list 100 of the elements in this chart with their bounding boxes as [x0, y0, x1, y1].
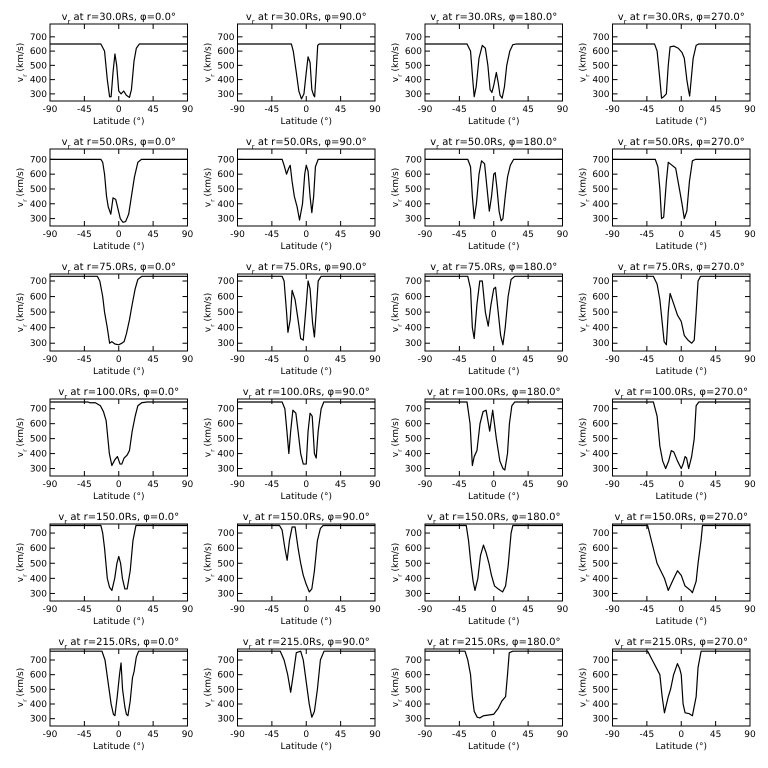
x-tick-label: 0 [303, 605, 310, 615]
x-tick-label: 90 [369, 605, 381, 615]
y-tick-label: 500 [217, 559, 235, 570]
x-tick-label: -45 [640, 605, 654, 615]
x-tick-label: 90 [182, 355, 194, 365]
y-tick-label: 400 [404, 450, 422, 460]
y-tick-label: 500 [30, 308, 48, 318]
x-tick-label: -90 [418, 355, 433, 365]
x-tick-label: 90 [744, 480, 756, 490]
x-tick-label: -90 [42, 105, 58, 115]
x-tick-label: 90 [556, 230, 568, 240]
x-tick-label: 45 [522, 480, 534, 490]
y-tick-label: 700 [30, 32, 48, 43]
y-tick-label: 400 [30, 700, 48, 710]
x-axis-title: Latitude (°) [93, 492, 144, 502]
x-tick-label: 45 [522, 730, 534, 740]
x-tick-label: -45 [640, 730, 654, 740]
x-tick-label: -45 [264, 605, 280, 615]
y-tick-label: 500 [404, 308, 422, 318]
y-tick-label: 300 [217, 714, 235, 725]
x-tick-label: -45 [77, 355, 92, 365]
y-tick-label: 500 [30, 559, 48, 570]
x-tick-label: 45 [522, 355, 534, 365]
x-tick-label: -90 [42, 355, 58, 365]
x-axis-title: Latitude (°) [280, 492, 332, 502]
x-axis-title: Latitude (°) [93, 742, 144, 752]
x-axis-title: Latitude (°) [280, 742, 332, 752]
y-tick-label: 300 [592, 714, 610, 725]
x-tick-label: -90 [230, 480, 246, 490]
x-axis-title: Latitude (°) [280, 617, 332, 627]
x-tick-label: 45 [710, 730, 722, 740]
y-tick-label: 600 [404, 420, 422, 430]
y-tick-label: 600 [217, 292, 235, 303]
x-tick-label: -90 [42, 230, 58, 240]
y-tick-label: 700 [217, 32, 235, 43]
y-tick-label: 700 [592, 155, 610, 166]
x-tick-label: -45 [452, 730, 467, 740]
y-tick-label: 300 [30, 339, 48, 350]
x-tick-label: 0 [303, 105, 310, 115]
x-tick-label: -45 [264, 480, 280, 490]
y-tick-label: 300 [592, 90, 610, 100]
x-tick-label: -90 [230, 605, 246, 615]
x-tick-label: -90 [230, 355, 246, 365]
y-tick-label: 300 [217, 90, 235, 100]
y-tick-label: 400 [592, 574, 610, 584]
x-tick-label: -90 [418, 605, 433, 615]
y-tick-label: 300 [217, 214, 235, 225]
x-tick-label: 45 [334, 355, 346, 365]
y-tick-label: 400 [592, 450, 610, 460]
y-tick-label: 700 [404, 32, 422, 43]
x-axis-title: Latitude (°) [656, 742, 707, 752]
y-tick-label: 700 [30, 529, 48, 540]
x-tick-label: 90 [182, 105, 194, 115]
x-tick-label: 45 [710, 230, 722, 240]
y-tick-label: 500 [217, 61, 235, 72]
x-tick-label: -90 [42, 605, 58, 615]
x-tick-label: 45 [147, 605, 159, 615]
x-tick-label: -45 [77, 730, 92, 740]
y-tick-label: 700 [217, 404, 235, 415]
y-tick-label: 600 [217, 544, 235, 554]
x-tick-label: 0 [303, 480, 310, 490]
x-tick-label: 0 [116, 105, 122, 115]
y-tick-label: 300 [217, 464, 235, 475]
x-tick-label: 90 [744, 730, 756, 740]
y-tick-label: 700 [592, 277, 610, 287]
y-tick-label: 700 [217, 656, 235, 666]
x-tick-label: 90 [556, 355, 568, 365]
x-tick-label: -90 [418, 105, 433, 115]
x-tick-label: -45 [452, 105, 467, 115]
y-tick-label: 300 [30, 714, 48, 725]
y-tick-label: 600 [30, 670, 48, 681]
y-tick-label: 400 [404, 76, 422, 86]
x-tick-label: -45 [640, 105, 654, 115]
x-axis-title: Latitude (°) [656, 492, 707, 502]
x-tick-label: 0 [490, 605, 497, 615]
x-axis-title: Latitude (°) [468, 367, 520, 377]
x-tick-label: -90 [230, 230, 246, 240]
x-tick-label: 90 [369, 480, 381, 490]
x-tick-label: 45 [334, 105, 346, 115]
x-tick-label: -90 [230, 730, 246, 740]
y-tick-label: 700 [217, 529, 235, 540]
x-tick-label: -45 [640, 230, 654, 240]
y-tick-label: 500 [404, 559, 422, 570]
x-axis-title: Latitude (°) [656, 242, 707, 252]
x-tick-label: 45 [334, 480, 346, 490]
x-tick-label: -90 [605, 480, 620, 490]
y-tick-label: 700 [404, 529, 422, 540]
x-tick-label: -45 [264, 105, 280, 115]
y-tick-label: 500 [30, 434, 48, 445]
y-tick-label: 500 [404, 685, 422, 696]
y-tick-label: 400 [404, 200, 422, 210]
x-tick-label: 45 [147, 730, 159, 740]
x-tick-label: -45 [452, 605, 467, 615]
y-tick-label: 600 [592, 670, 610, 681]
x-tick-label: 0 [116, 355, 122, 365]
x-axis-title: Latitude (°) [93, 117, 144, 127]
x-tick-label: 0 [678, 355, 684, 365]
y-tick-label: 700 [30, 656, 48, 666]
y-tick-label: 700 [404, 656, 422, 666]
x-tick-label: 0 [490, 480, 497, 490]
